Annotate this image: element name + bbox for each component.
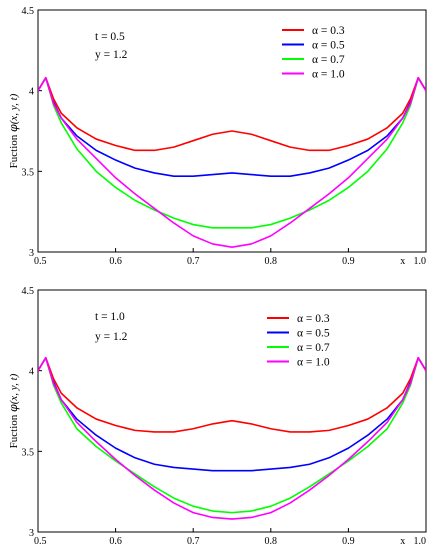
x-tick-label: 0.8 [265,256,278,267]
annotation-y: y = 1.2 [95,49,128,61]
y-tick-label: 4 [29,87,34,98]
legend-label: α = 0.5 [297,328,330,340]
series-line-03 [38,356,426,433]
plot-frame [37,289,427,533]
x-tick-label: 0.7 [187,256,200,267]
y-axis-label-part: Fuction [8,412,20,448]
x-tick-label: 0.9 [342,536,355,547]
legend-label: α = 0.3 [297,313,330,325]
annotation-t: t = 0.5 [95,31,125,43]
y-axis-label: Fuction φ(x, y, t) [7,93,20,168]
x-tick-label: 0.9 [342,256,355,267]
y-axis-label-part: (x, y, t) [8,373,20,404]
x-tick-label: 0.6 [109,256,122,267]
y-tick-label: 3 [29,528,34,539]
y-tick-label: 3.5 [22,447,35,458]
series-line-07 [38,76,426,229]
series-line-10 [38,356,426,520]
y-tick-label: 4.5 [22,286,35,297]
x-tick-label: 0.7 [187,536,200,547]
y-axis-label-part: φ [7,404,20,412]
series-line-05 [38,76,426,177]
legend-label: α = 1.0 [312,69,345,81]
y-axis-label-part: φ [7,124,20,132]
series-line-03 [38,76,426,152]
x-axis-label: x [400,256,405,267]
annotation-y: y = 1.2 [95,331,128,343]
legend-label: α = 0.3 [312,25,345,37]
x-tick-label: 0.8 [265,536,278,547]
y-tick-label: 3 [29,248,34,259]
legend-label: α = 0.7 [297,342,330,354]
plot-frame [37,9,427,253]
y-axis-label-part: (x, y, t) [8,93,20,124]
y-axis-label-part: Fuction [8,132,20,168]
y-tick-label: 4 [29,367,34,378]
y-tick-label: 3.5 [22,167,35,178]
x-tick-label: 0.5 [34,256,47,267]
series-line-05 [38,356,426,472]
x-tick-label: 0.5 [34,536,47,547]
annotation-t: t = 1.0 [95,311,125,323]
y-axis-label: Fuction φ(x, y, t) [7,373,20,448]
x-axis-label: x [400,536,405,547]
series-line-07 [38,356,426,514]
legend-label: α = 0.5 [312,40,345,52]
x-tick-label: 0.6 [109,536,122,547]
chart-panel-top: 0.5 0.6 0.7 0.8 0.9 1.0 x 3 3.5 4 4.5 Fuction φ(x, … [7,6,427,267]
x-tick-label: 1.0 [414,256,427,267]
series-line-10 [38,76,426,248]
legend: α = 0.3 α = 0.5 α = 0.7 α = 1.0 [282,25,345,81]
legend-label: α = 1.0 [297,357,330,369]
x-tick-label: 1.0 [414,536,427,547]
legend-label: α = 0.7 [312,54,345,66]
y-tick-label: 4.5 [22,6,35,17]
chart-panel-bottom: 0.5 0.6 0.7 0.8 0.9 1.0 x 3 3.5 4 4.5 Fuction φ(x, … [7,286,427,547]
legend: α = 0.3 α = 0.5 α = 0.7 α = 1.0 [267,313,330,369]
